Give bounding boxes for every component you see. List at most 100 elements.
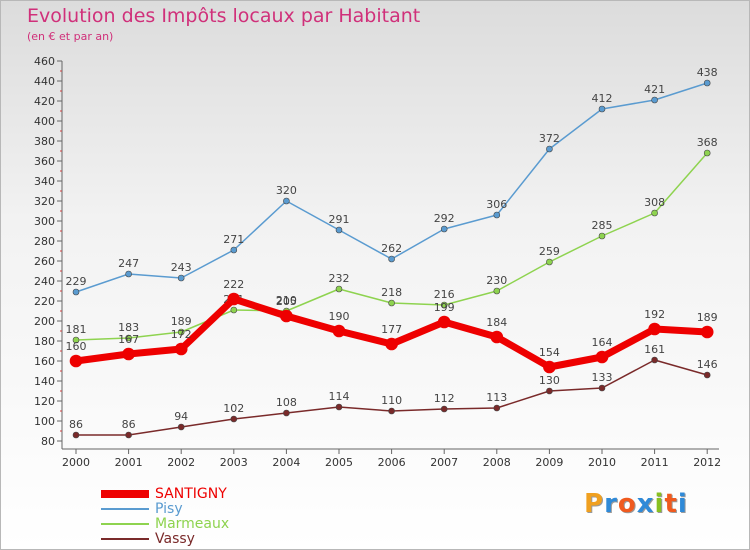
data-point-santigny: [332, 324, 346, 338]
data-label-marmeaux: 189: [171, 315, 192, 328]
data-label-marmeaux: 218: [381, 286, 402, 299]
data-point-santigny: [648, 322, 661, 336]
legend-swatch: [101, 538, 149, 540]
y-tick-label: 420: [34, 95, 55, 108]
data-label-santigny: 167: [118, 333, 139, 346]
data-label-marmeaux: 216: [434, 288, 455, 301]
data-label-marmeaux: 210: [276, 294, 297, 307]
data-point-pisy: [703, 79, 711, 87]
data-label-pisy: 438: [697, 66, 718, 79]
data-label-santigny: 177: [381, 323, 402, 336]
data-label-vassy: 102: [223, 402, 244, 415]
data-point-santigny: [122, 347, 135, 361]
data-point-santigny: [490, 330, 504, 344]
y-tick-label: 400: [34, 115, 55, 128]
legend-item-marmeaux: Marmeaux: [101, 517, 229, 531]
legend-label: Pisy: [155, 501, 183, 517]
data-point-pisy: [72, 288, 80, 296]
y-tick-label: 240: [34, 275, 55, 288]
y-tick-label: 440: [34, 75, 55, 88]
data-point-marmeaux: [335, 285, 343, 293]
y-tick-label: 160: [34, 355, 55, 368]
data-label-vassy: 113: [486, 391, 507, 404]
y-tick-label: 180: [34, 335, 55, 348]
logo-letter: x: [636, 489, 655, 519]
data-point-marmeaux: [493, 287, 501, 295]
data-point-marmeaux: [440, 301, 448, 309]
data-label-vassy: 94: [174, 410, 188, 423]
data-label-marmeaux: 259: [539, 245, 560, 258]
data-point-vassy: [388, 407, 395, 415]
data-point-santigny: [700, 325, 714, 339]
data-label-pisy: 421: [644, 83, 665, 96]
logo-letter: r: [604, 489, 618, 519]
data-point-vassy: [493, 404, 501, 412]
legend-item-santigny: SANTIGNY: [101, 487, 227, 501]
data-point-pisy: [440, 225, 448, 233]
y-tick-label: 200: [34, 315, 55, 328]
data-point-marmeaux: [388, 299, 395, 307]
legend-swatch: [101, 523, 149, 525]
y-tick-label: 360: [34, 155, 55, 168]
data-point-vassy: [125, 431, 132, 439]
data-point-santigny: [280, 309, 293, 323]
data-label-marmeaux: 285: [592, 219, 613, 232]
data-point-pisy: [388, 255, 395, 263]
y-tick-label: 260: [34, 255, 55, 268]
data-label-santigny: 154: [539, 346, 560, 359]
y-tick-label: 460: [34, 55, 55, 68]
data-label-vassy: 108: [276, 396, 297, 409]
logo-letter: t: [664, 489, 678, 519]
data-label-vassy: 114: [329, 390, 350, 403]
y-tick-label: 320: [34, 195, 55, 208]
y-tick-label: 220: [34, 295, 55, 308]
legend-item-pisy: Pisy: [101, 502, 183, 516]
y-tick-label: 300: [34, 215, 55, 228]
data-label-marmeaux: 181: [66, 323, 87, 336]
data-point-marmeaux: [125, 334, 132, 342]
x-tick-label: 2004: [272, 456, 300, 469]
proxiti-logo: Proxiti: [584, 489, 688, 519]
x-tick-label: 2011: [641, 456, 669, 469]
data-point-vassy: [177, 423, 185, 431]
data-label-marmeaux: 230: [486, 274, 507, 287]
data-label-marmeaux: 308: [644, 196, 665, 209]
data-point-marmeaux: [703, 149, 711, 157]
data-label-vassy: 130: [539, 374, 560, 387]
data-point-marmeaux: [598, 232, 606, 240]
data-point-santigny: [69, 354, 83, 368]
data-label-santigny: 160: [66, 340, 87, 353]
data-point-pisy: [493, 211, 501, 219]
data-point-santigny: [437, 315, 451, 329]
x-tick-label: 2009: [535, 456, 563, 469]
x-tick-label: 2007: [430, 456, 458, 469]
logo-letter: i: [677, 489, 688, 519]
chart-title: Evolution des Impôts locaux par Habitant: [27, 5, 421, 27]
data-label-pisy: 320: [276, 184, 297, 197]
data-point-vassy: [230, 415, 238, 423]
data-point-pisy: [177, 274, 185, 282]
data-point-marmeaux: [230, 306, 238, 314]
x-tick-label: 2010: [588, 456, 616, 469]
data-label-vassy: 133: [592, 371, 613, 384]
x-tick-label: 2000: [62, 456, 90, 469]
x-tick-label: 2006: [378, 456, 406, 469]
data-label-santigny: 205: [276, 295, 297, 308]
data-point-vassy: [598, 384, 606, 392]
data-point-pisy: [230, 246, 238, 254]
data-point-marmeaux: [177, 328, 185, 336]
data-label-pisy: 243: [171, 261, 192, 274]
x-tick-label: 2001: [115, 456, 143, 469]
y-tick-label: 140: [34, 375, 55, 388]
data-label-santigny: 184: [486, 316, 507, 329]
data-label-santigny: 189: [697, 311, 718, 324]
data-point-vassy: [283, 409, 290, 417]
data-point-santigny: [595, 350, 609, 364]
data-point-pisy: [283, 197, 290, 205]
data-point-vassy: [703, 371, 711, 379]
data-label-vassy: 110: [381, 394, 402, 407]
y-tick-label: 280: [34, 235, 55, 248]
logo-letter: P: [584, 489, 605, 519]
